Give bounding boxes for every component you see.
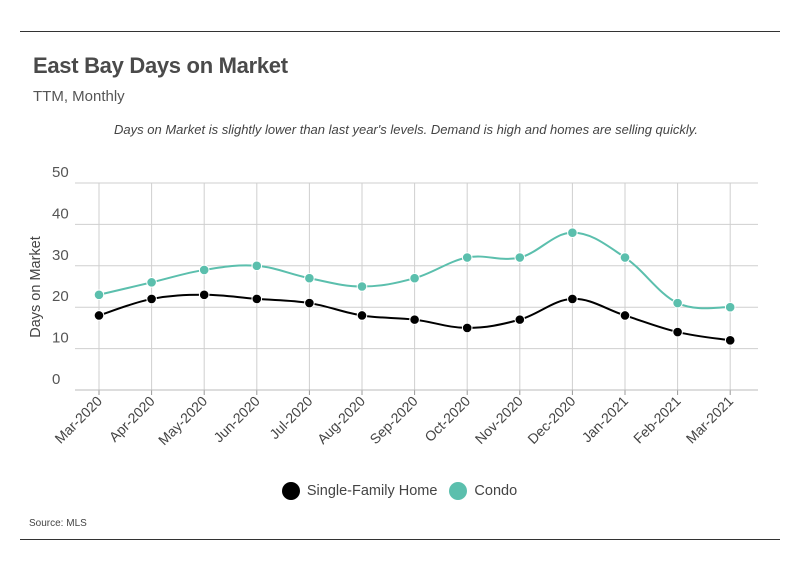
legend: Single-Family Home Condo [0, 482, 799, 500]
legend-item-condo[interactable]: Condo [449, 482, 517, 500]
y-tick-label: 50 [52, 164, 69, 181]
legend-label-single-family: Single-Family Home [306, 483, 438, 499]
data-point-single-family[interactable] [724, 335, 736, 346]
data-point-condo[interactable] [146, 277, 157, 288]
data-point-single-family[interactable] [567, 293, 578, 305]
bottom-rule [20, 539, 780, 540]
y-axis-label: Days on Market [28, 236, 44, 338]
x-tick-label: Jan-2021 [579, 393, 632, 446]
data-point-condo[interactable] [356, 281, 368, 292]
data-point-single-family[interactable] [672, 326, 683, 338]
y-tick-label: 10 [52, 330, 69, 347]
x-tick-label: Dec-2020 [524, 393, 578, 447]
y-tick-label: 30 [52, 247, 69, 264]
data-point-single-family[interactable] [409, 314, 420, 325]
legend-swatch-single-family [281, 482, 300, 500]
x-tick-label: May-2020 [155, 393, 210, 448]
chart-title: East Bay Days on Market [33, 53, 288, 78]
data-point-single-family[interactable] [93, 310, 105, 321]
data-point-condo[interactable] [304, 272, 315, 284]
x-tick-label: Apr-2020 [106, 393, 158, 445]
x-tick-label: Nov-2020 [472, 393, 526, 447]
x-tick-label: Oct-2020 [421, 393, 473, 445]
legend-item-single-family[interactable]: Single-Family Home [281, 482, 438, 500]
data-point-condo[interactable] [724, 301, 736, 313]
chart-subtitle: TTM, Monthly [33, 88, 125, 105]
y-tick-label: 20 [52, 288, 69, 305]
x-tick-label: Feb-2021 [630, 393, 684, 447]
source-note: Source: MLS [29, 518, 87, 529]
x-tick-label: Sep-2020 [366, 393, 420, 447]
top-rule [20, 31, 780, 32]
data-point-condo[interactable] [93, 289, 105, 301]
chart-note: Days on Market is slightly lower than la… [114, 122, 698, 137]
data-point-condo[interactable] [198, 264, 210, 276]
data-point-single-family[interactable] [304, 297, 315, 309]
series [93, 227, 736, 346]
x-tick-label: Mar-2021 [683, 393, 737, 447]
data-point-single-family[interactable] [461, 322, 473, 334]
x-tick-label: Jul-2020 [266, 393, 315, 442]
data-point-condo[interactable] [672, 297, 683, 309]
data-point-single-family[interactable] [514, 314, 526, 325]
data-point-condo[interactable] [514, 252, 526, 263]
y-tick-label: 0 [52, 371, 60, 388]
data-point-condo[interactable] [567, 227, 578, 238]
data-point-condo[interactable] [619, 252, 631, 263]
legend-label-condo: Condo [474, 483, 518, 499]
data-point-condo[interactable] [461, 252, 473, 263]
data-point-condo[interactable] [251, 260, 263, 272]
x-tick-label: Aug-2020 [314, 393, 368, 447]
legend-swatch-condo [449, 482, 468, 500]
data-point-single-family[interactable] [356, 310, 368, 321]
data-point-condo[interactable] [409, 272, 420, 284]
y-tick-label: 40 [52, 205, 69, 222]
data-point-single-family[interactable] [198, 289, 210, 301]
grid [75, 182, 758, 391]
x-tick-label: Jun-2020 [210, 393, 263, 446]
data-point-single-family[interactable] [619, 310, 631, 321]
data-point-single-family[interactable] [146, 293, 157, 305]
x-tick-label: Mar-2020 [51, 393, 105, 447]
data-point-single-family[interactable] [251, 293, 263, 305]
